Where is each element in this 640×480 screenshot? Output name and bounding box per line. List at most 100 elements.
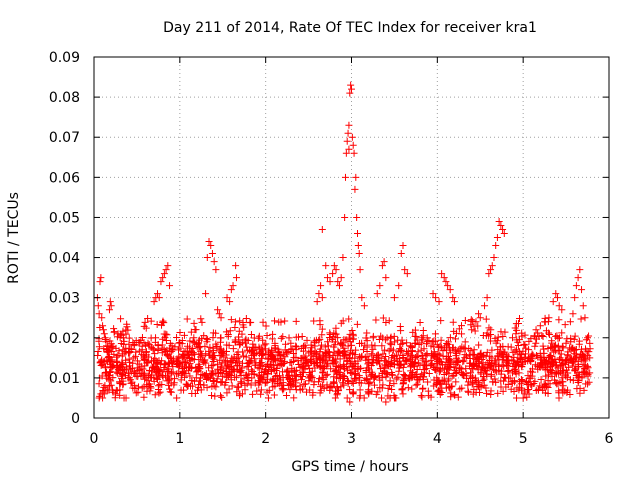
data-point <box>142 341 150 349</box>
data-point <box>124 374 132 382</box>
data-point <box>556 347 564 355</box>
data-point <box>412 381 420 389</box>
data-point <box>348 378 356 386</box>
data-point <box>444 338 452 346</box>
data-point <box>196 374 204 382</box>
data-point <box>580 368 588 376</box>
data-point <box>580 386 588 394</box>
data-point <box>348 327 356 335</box>
data-point <box>215 310 223 318</box>
data-point <box>325 353 333 361</box>
data-point <box>242 371 250 379</box>
data-point <box>449 294 457 302</box>
data-point <box>412 371 420 379</box>
data-point <box>508 356 516 364</box>
data-point <box>163 377 171 385</box>
data-point <box>119 334 127 342</box>
data-point <box>464 388 472 396</box>
data-point <box>247 381 255 389</box>
data-point <box>235 383 243 391</box>
data-point <box>497 328 505 336</box>
data-point <box>343 394 351 402</box>
data-point <box>326 278 334 286</box>
data-point <box>243 380 251 388</box>
y-tick-label: 0.04 <box>49 251 80 267</box>
data-point <box>387 341 395 349</box>
data-point <box>371 342 379 350</box>
data-point <box>395 367 403 375</box>
data-point <box>344 376 352 384</box>
data-point <box>366 379 374 387</box>
data-point <box>257 386 265 394</box>
data-point <box>116 379 124 387</box>
data-point <box>336 349 344 357</box>
data-point <box>576 389 584 397</box>
data-point <box>292 317 300 325</box>
data-point <box>378 262 386 270</box>
data-point <box>485 270 493 278</box>
data-point <box>186 372 194 380</box>
data-point <box>528 350 536 358</box>
data-point <box>247 348 255 356</box>
data-point <box>221 357 229 365</box>
data-point <box>173 334 181 342</box>
data-point <box>504 343 512 351</box>
y-tick-label: 0.03 <box>49 291 80 307</box>
data-point <box>292 333 300 341</box>
data-point <box>165 360 173 368</box>
data-point <box>522 344 530 352</box>
data-point <box>364 360 372 368</box>
data-point <box>133 357 141 365</box>
data-point <box>585 332 593 340</box>
data-point <box>236 341 244 349</box>
data-point <box>247 330 255 338</box>
data-point <box>284 367 292 375</box>
data-point <box>243 346 251 354</box>
data-point <box>188 389 196 397</box>
data-point <box>418 393 426 401</box>
data-point <box>256 345 264 353</box>
data-point <box>102 338 110 346</box>
data-point <box>329 270 337 278</box>
data-point <box>494 333 502 341</box>
data-point <box>407 352 415 360</box>
data-point <box>550 342 558 350</box>
data-point <box>229 282 237 290</box>
data-point <box>433 355 441 363</box>
data-point <box>261 379 269 387</box>
data-point <box>168 345 176 353</box>
data-point <box>210 382 218 390</box>
data-point <box>516 314 523 322</box>
data-point <box>432 294 440 302</box>
data-point <box>271 339 279 347</box>
data-point <box>158 344 166 352</box>
data-point <box>358 294 366 302</box>
data-point <box>546 366 554 374</box>
data-point <box>388 360 396 368</box>
data-point <box>95 380 103 388</box>
data-point <box>232 274 240 282</box>
data-point <box>444 282 452 290</box>
data-point <box>480 381 488 389</box>
data-point <box>141 356 149 364</box>
data-point <box>492 356 500 364</box>
data-point <box>558 306 566 314</box>
data-point <box>335 282 343 290</box>
data-point <box>127 379 135 387</box>
data-point <box>395 282 403 290</box>
data-point <box>169 346 177 354</box>
data-point <box>388 369 396 377</box>
data-point <box>483 294 491 302</box>
data-point <box>247 366 255 374</box>
data-point <box>315 336 323 344</box>
data-point <box>499 332 507 340</box>
data-point <box>561 321 569 329</box>
data-point <box>231 318 239 326</box>
y-tick-label: 0.07 <box>49 130 80 146</box>
data-point <box>487 330 495 338</box>
data-point <box>418 370 426 378</box>
data-point <box>153 320 161 328</box>
data-point <box>467 316 475 324</box>
data-point <box>125 340 133 348</box>
